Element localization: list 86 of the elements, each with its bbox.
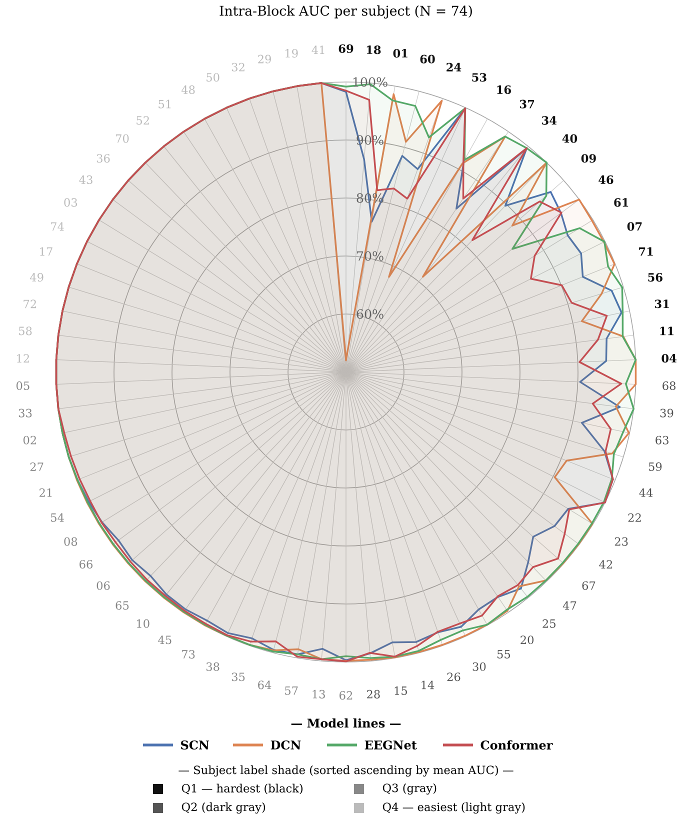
spoke-label: 57 xyxy=(285,686,298,695)
spoke-label: 24 xyxy=(446,62,462,72)
spoke-label: 02 xyxy=(23,436,36,444)
spoke-label: 04 xyxy=(662,354,676,363)
spoke-label: 29 xyxy=(258,54,271,64)
spoke-label: 09 xyxy=(581,154,596,163)
spoke-label: 39 xyxy=(660,408,674,418)
spoke-label: 67 xyxy=(582,581,596,590)
spoke-label: 72 xyxy=(24,300,36,308)
spoke-label: 28 xyxy=(366,690,380,698)
spoke-label: 43 xyxy=(79,175,92,184)
spoke-label: 61 xyxy=(614,198,628,207)
spoke-label: 14 xyxy=(422,680,434,690)
spoke-label: 27 xyxy=(30,462,44,471)
text: Q2 (dark gray) xyxy=(182,802,266,814)
spoke-label: 40 xyxy=(562,134,578,143)
spoke-label: 19 xyxy=(286,49,298,58)
spoke-label: 36 xyxy=(96,154,110,163)
spoke-label: 13 xyxy=(312,690,325,698)
spoke-label: 52 xyxy=(136,116,149,125)
chart-title: Intra-Block AUC per subject (N = 74) xyxy=(220,5,472,19)
spoke-label: 15 xyxy=(394,686,407,695)
spoke-label: 33 xyxy=(18,408,32,418)
text: Q4 — easiest (light gray) xyxy=(382,802,525,814)
text: Q3 (gray) xyxy=(382,783,436,795)
text: — Subject label shade (sorted ascending by mean AUC) — xyxy=(178,765,514,777)
spoke-label: 22 xyxy=(628,513,641,522)
y-tick-label: 60% xyxy=(356,309,384,319)
spoke-label: 38 xyxy=(206,662,220,671)
spoke-label: 08 xyxy=(64,537,78,546)
spoke-label: 51 xyxy=(158,100,171,108)
spoke-label: 11 xyxy=(660,326,674,336)
spoke-label: 45 xyxy=(158,636,172,644)
spoke-label: 58 xyxy=(19,326,32,336)
spoke-label: 59 xyxy=(648,462,662,471)
spoke-label: 53 xyxy=(472,73,486,82)
spoke-label: 34 xyxy=(542,116,557,125)
legend-label: DCN xyxy=(270,740,301,750)
spoke-label: 03 xyxy=(64,198,78,207)
spoke-label: 07 xyxy=(627,222,642,231)
spoke-label: 46 xyxy=(598,175,614,184)
spoke-label: 65 xyxy=(116,601,129,610)
spoke-label: 05 xyxy=(16,381,30,390)
spoke-label: 23 xyxy=(614,537,628,546)
spoke-label: 74 xyxy=(51,222,64,231)
legend-label: SCN xyxy=(181,740,209,750)
spoke-label: 48 xyxy=(181,85,195,94)
spoke-label: 35 xyxy=(232,672,245,682)
spoke-label: 71 xyxy=(639,247,653,256)
spoke-label: 63 xyxy=(656,436,668,444)
spoke-label: 25 xyxy=(542,619,556,628)
spoke-label: 54 xyxy=(51,513,64,522)
spoke-label: 66 xyxy=(80,560,93,569)
spoke-label: 55 xyxy=(497,650,510,658)
spoke-label: 32 xyxy=(232,62,244,72)
text: Q1 — hardest (black) xyxy=(182,784,303,794)
spoke-label: 30 xyxy=(472,662,486,671)
spoke-label: 47 xyxy=(562,601,576,610)
spoke-label: 16 xyxy=(497,85,511,94)
spoke-label: 50 xyxy=(206,73,220,82)
legend-label: EEGNet xyxy=(364,740,417,750)
spoke-label: 68 xyxy=(662,381,676,390)
spoke-label: 62 xyxy=(340,691,352,700)
spoke-label: 64 xyxy=(258,680,272,690)
spoke-label: 20 xyxy=(520,636,534,644)
spoke-label: 18 xyxy=(366,46,381,54)
spoke-label: 44 xyxy=(639,488,653,497)
spoke-label: 26 xyxy=(447,672,460,682)
spoke-label: 37 xyxy=(520,100,534,108)
spoke-label: 56 xyxy=(648,273,662,282)
spoke-label: 12 xyxy=(17,354,30,362)
spoke-label: 70 xyxy=(116,134,129,143)
spoke-label: 42 xyxy=(599,560,612,568)
spoke-label: 10 xyxy=(137,619,150,628)
spoke-label: 31 xyxy=(655,300,669,308)
legend-label: Conformer xyxy=(480,740,553,750)
spoke-label: 73 xyxy=(182,650,195,659)
legend-title: — Model lines — xyxy=(291,718,401,728)
spoke-label: 01 xyxy=(393,49,408,58)
spoke-label: 49 xyxy=(30,273,44,282)
spoke-label: 21 xyxy=(40,488,52,497)
spoke-label: 41 xyxy=(312,46,324,54)
spoke-label: 69 xyxy=(338,44,354,53)
spoke-label: 06 xyxy=(96,581,110,590)
spoke-label: 17 xyxy=(40,247,52,256)
spoke-label: 60 xyxy=(420,54,435,64)
